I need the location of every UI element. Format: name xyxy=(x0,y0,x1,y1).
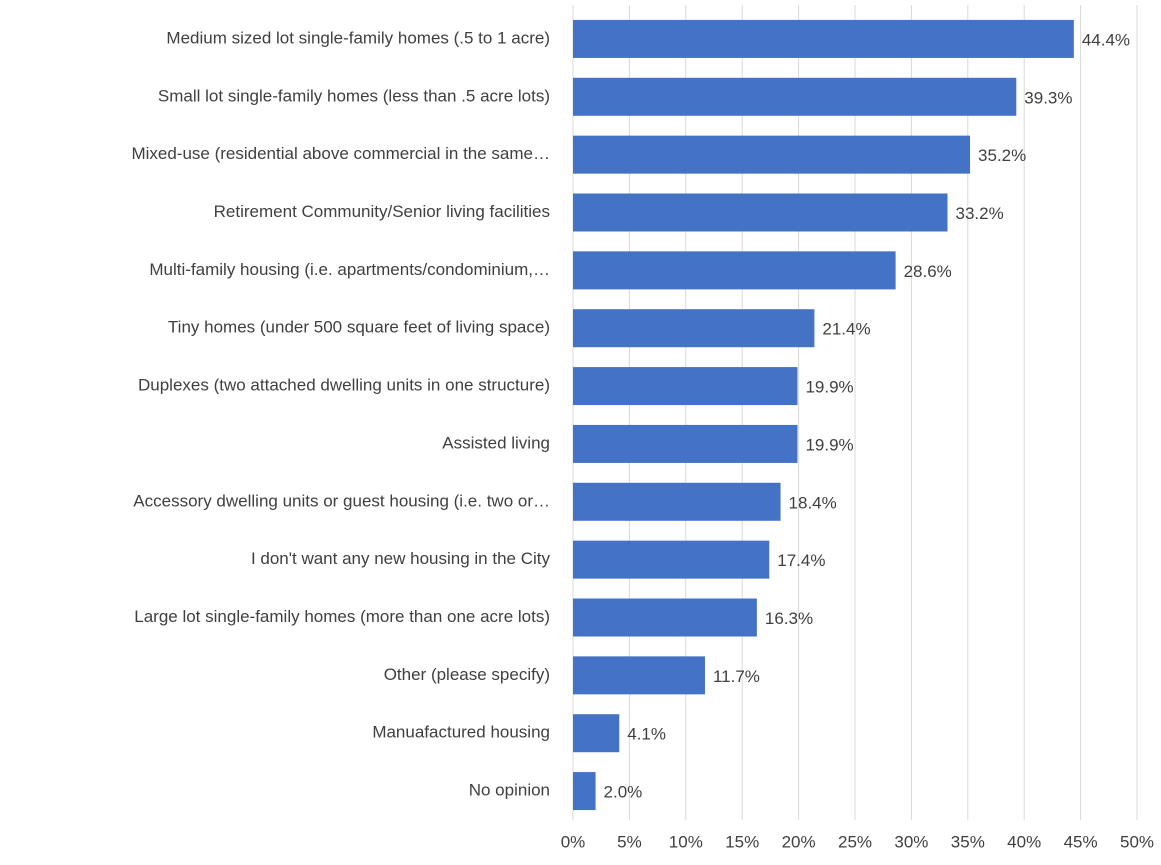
bar xyxy=(573,77,1017,116)
x-tick-label: 25% xyxy=(838,832,872,851)
data-label: 17.4% xyxy=(777,551,825,570)
y-tick-label: Small lot single-family homes (less than… xyxy=(158,86,550,105)
bar xyxy=(573,772,596,811)
y-tick-label: No opinion xyxy=(469,781,550,800)
x-tick-label: 20% xyxy=(782,832,816,851)
y-tick-label: Mixed-use (residential above commercial … xyxy=(131,144,550,163)
y-tick-label: Tiny homes (under 500 square feet of liv… xyxy=(168,318,550,337)
x-tick-label: 5% xyxy=(617,832,642,851)
data-label: 35.2% xyxy=(978,146,1026,165)
y-tick-label: Other (please specify) xyxy=(384,665,550,684)
data-label: 39.3% xyxy=(1024,88,1072,107)
y-tick-label: Assisted living xyxy=(442,433,550,452)
x-tick-label: 50% xyxy=(1120,832,1154,851)
y-tick-label: I don't want any new housing in the City xyxy=(251,549,551,568)
data-label: 16.3% xyxy=(765,609,813,628)
data-label: 44.4% xyxy=(1082,30,1130,49)
x-tick-label: 35% xyxy=(951,832,985,851)
x-tick-label: 40% xyxy=(1007,832,1041,851)
bar xyxy=(573,656,705,695)
y-tick-label: Medium sized lot single-family homes (.5… xyxy=(166,28,550,47)
bar xyxy=(573,482,781,521)
data-label: 19.9% xyxy=(805,378,853,397)
data-label: 4.1% xyxy=(627,725,666,744)
data-label: 11.7% xyxy=(713,667,760,686)
x-tick-label: 0% xyxy=(561,832,586,851)
x-tick-label: 15% xyxy=(725,832,759,851)
y-tick-label: Large lot single-family homes (more than… xyxy=(134,607,550,626)
bar xyxy=(573,19,1074,58)
x-tick-label: 45% xyxy=(1064,832,1098,851)
bar xyxy=(573,714,620,753)
data-label: 19.9% xyxy=(805,435,853,454)
x-tick-label: 30% xyxy=(894,832,928,851)
bar xyxy=(573,193,948,232)
bar xyxy=(573,135,971,174)
y-tick-label: Accessory dwelling units or guest housin… xyxy=(133,491,550,510)
data-label: 2.0% xyxy=(604,783,643,802)
x-tick-label: 10% xyxy=(669,832,703,851)
bar xyxy=(573,251,896,290)
data-label: 33.2% xyxy=(955,204,1003,223)
y-tick-label: Manuafactured housing xyxy=(372,723,550,742)
data-label: 18.4% xyxy=(789,493,837,512)
data-label: 28.6% xyxy=(904,262,952,281)
data-label: 21.4% xyxy=(822,320,870,339)
bar xyxy=(573,309,815,348)
bar xyxy=(573,367,798,406)
y-tick-label: Duplexes (two attached dwelling units in… xyxy=(138,376,550,395)
bar xyxy=(573,424,798,463)
bar xyxy=(573,598,757,637)
y-tick-label: Retirement Community/Senior living facil… xyxy=(214,202,550,221)
bar xyxy=(573,540,770,579)
y-tick-label: Multi-family housing (i.e. apartments/co… xyxy=(149,260,550,279)
